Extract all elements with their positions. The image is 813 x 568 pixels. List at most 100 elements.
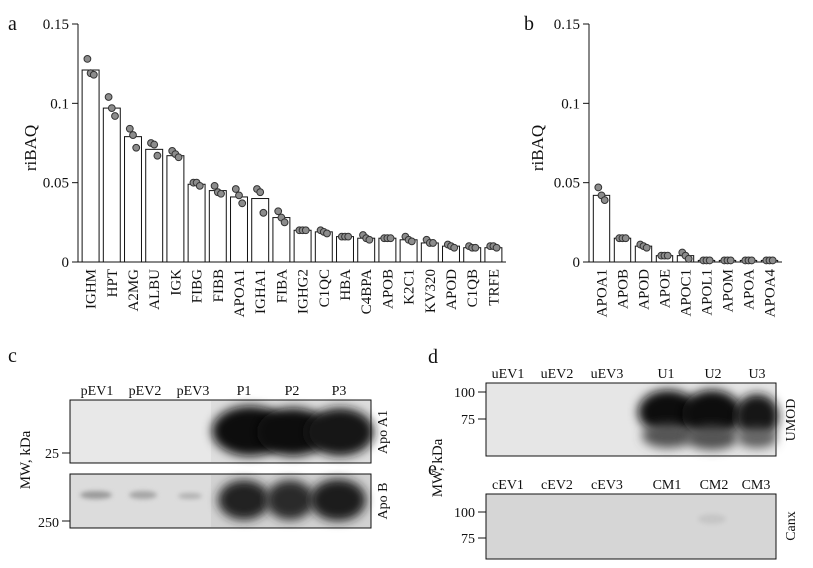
chart-a-point <box>407 237 416 246</box>
lane-label-u3: U3 <box>748 367 765 382</box>
chart-a-category-label: APOA1 <box>232 269 248 317</box>
chart-b-ytick-label: 0 <box>573 255 581 271</box>
chart-a-bar-fibb <box>208 190 227 263</box>
lane-label-cev2: cEV2 <box>541 478 573 493</box>
chart-a-point <box>231 185 240 193</box>
lane-label-cm1: CM1 <box>653 478 682 493</box>
panel-label-b: b <box>524 13 534 35</box>
chart-b-ylabel: riBAQ <box>528 125 547 171</box>
blot-apob-marker: 250 <box>38 516 59 531</box>
lane-label-uev2: uEV2 <box>541 367 574 382</box>
chart-a-bar-albu <box>145 148 164 263</box>
blot-apoa1-label: Apo A1 <box>376 410 391 454</box>
chart-a-point <box>259 208 268 217</box>
chart-a-point <box>235 191 243 200</box>
blot-apob-faint-pev1 <box>80 491 112 499</box>
chart-a-bar-apoa1 <box>230 196 248 263</box>
chart-a-category-label: HBA <box>338 269 354 301</box>
blot-umod-smear-u2 <box>686 426 738 450</box>
chart-a-ytick-label: 0.1 <box>50 96 69 112</box>
chart-b-point <box>621 234 630 243</box>
chart-a-bar-hpt <box>102 107 121 263</box>
lane-label-uev1: uEV1 <box>492 367 525 382</box>
chart-b-point <box>594 183 603 192</box>
chart-a-category-label: A2MG <box>126 269 142 312</box>
chart-b-category-label: APOA1 <box>595 269 611 317</box>
chart-a-bar-ighg2 <box>293 229 312 263</box>
chart-a-point <box>174 153 183 162</box>
chart-a-point <box>107 104 116 112</box>
chart-a-bar-igha1 <box>251 198 270 263</box>
lane-label-u1: U1 <box>657 367 674 382</box>
blot-apob-faint-pev3 <box>178 493 202 499</box>
chart-a-point <box>132 143 141 152</box>
lane-label-pev3: pEV3 <box>177 384 210 399</box>
chart-a-point <box>238 199 247 208</box>
blot-umod-label: UMOD <box>784 399 799 442</box>
chart-a-bar-igk <box>166 155 185 263</box>
blot-umod-smear-u1 <box>642 424 694 448</box>
chart-a-ytick-label: 0 <box>62 255 70 271</box>
blot-canx-marker-100: 100 <box>454 506 475 521</box>
chart-b-ytick-label: 0.1 <box>561 96 580 112</box>
chart-b-category-label: APOL1 <box>700 269 716 316</box>
chart-a-point <box>301 226 310 235</box>
blot-e-lane-labels: cEV1 cEV2 cEV3 CM1 CM2 CM3 <box>492 478 770 493</box>
chart-b-point <box>600 196 609 205</box>
lane-label-uev3: uEV3 <box>591 367 624 382</box>
blot-apob-band-p3 <box>310 479 366 521</box>
panel-label-c: c <box>8 345 17 367</box>
blot-umod-band-u3 <box>735 394 779 438</box>
chart-a-point <box>89 70 98 79</box>
chart-b-ytick-label: 0.15 <box>554 17 580 33</box>
chart-a-category-label: K2C1 <box>402 269 418 305</box>
chart-a-point <box>492 243 501 252</box>
blot-apob-faint-pev2 <box>129 491 157 499</box>
chart-a-point <box>195 181 204 190</box>
chart-b-point <box>663 251 672 260</box>
chart-b-point <box>726 256 735 265</box>
chart-a-category-label: C1QB <box>465 269 481 307</box>
chart-b-category-label: APOC1 <box>679 269 695 317</box>
chart-a-point <box>125 124 134 133</box>
chart-b-point <box>747 256 756 265</box>
chart-b-bar-apoa1 <box>592 194 611 263</box>
panel-label-a: a <box>8 13 17 35</box>
blot-apob-band-p2 <box>266 480 314 520</box>
chart-a-ylabel: riBAQ <box>21 125 40 171</box>
lane-label-cev1: cEV1 <box>492 478 524 493</box>
chart-a-point <box>323 229 331 238</box>
chart-a-point <box>450 243 459 252</box>
chart-a-point <box>429 239 437 247</box>
blot-umod-band-u1 <box>638 390 698 434</box>
chart-a-point <box>256 188 265 197</box>
chart-a-point <box>217 189 225 198</box>
blot-de-ylabel: MW, kDa <box>430 438 446 497</box>
chart-b-point <box>705 256 714 265</box>
chart-a-category-label: IGHG2 <box>296 269 312 314</box>
chart-a-category-label: TRFE <box>486 269 502 306</box>
chart-b-point <box>642 243 651 252</box>
panel-label-e: e <box>428 458 437 480</box>
chart-a-point <box>365 235 374 244</box>
chart-a-point <box>153 151 162 160</box>
chart-b-ytick-label: 0.05 <box>554 176 580 192</box>
blot-umod-marker-100: 100 <box>454 386 475 401</box>
lane-label-p1: P1 <box>237 384 252 399</box>
chart-b: riBAQ 0 0.05 0.1 0.15 APOA1 APOB APOD APOE APOC1… <box>528 17 782 317</box>
chart-a-bar-ighm <box>81 69 100 263</box>
chart-a-point <box>129 131 137 139</box>
blot-apoa1-bg-light <box>71 401 211 462</box>
chart-a-category-label: FIBA <box>274 269 290 303</box>
blot-canx-faint-cm2 <box>698 514 726 524</box>
blot-d-lane-labels: uEV1 uEV2 uEV3 U1 U2 U3 <box>492 367 766 382</box>
chart-a-point <box>111 112 119 120</box>
blot-umod-smear-u3 <box>737 428 777 448</box>
blot-panel-d: uEV1 uEV2 uEV3 U1 U2 U3 100 75 UMOD <box>454 367 799 457</box>
lane-label-u2: U2 <box>704 367 721 382</box>
chart-a-category-label: KV320 <box>423 269 439 313</box>
blot-canx-label: Canx <box>784 511 799 541</box>
chart-b-point <box>684 254 693 263</box>
chart-a-bar-fibg <box>187 183 206 263</box>
